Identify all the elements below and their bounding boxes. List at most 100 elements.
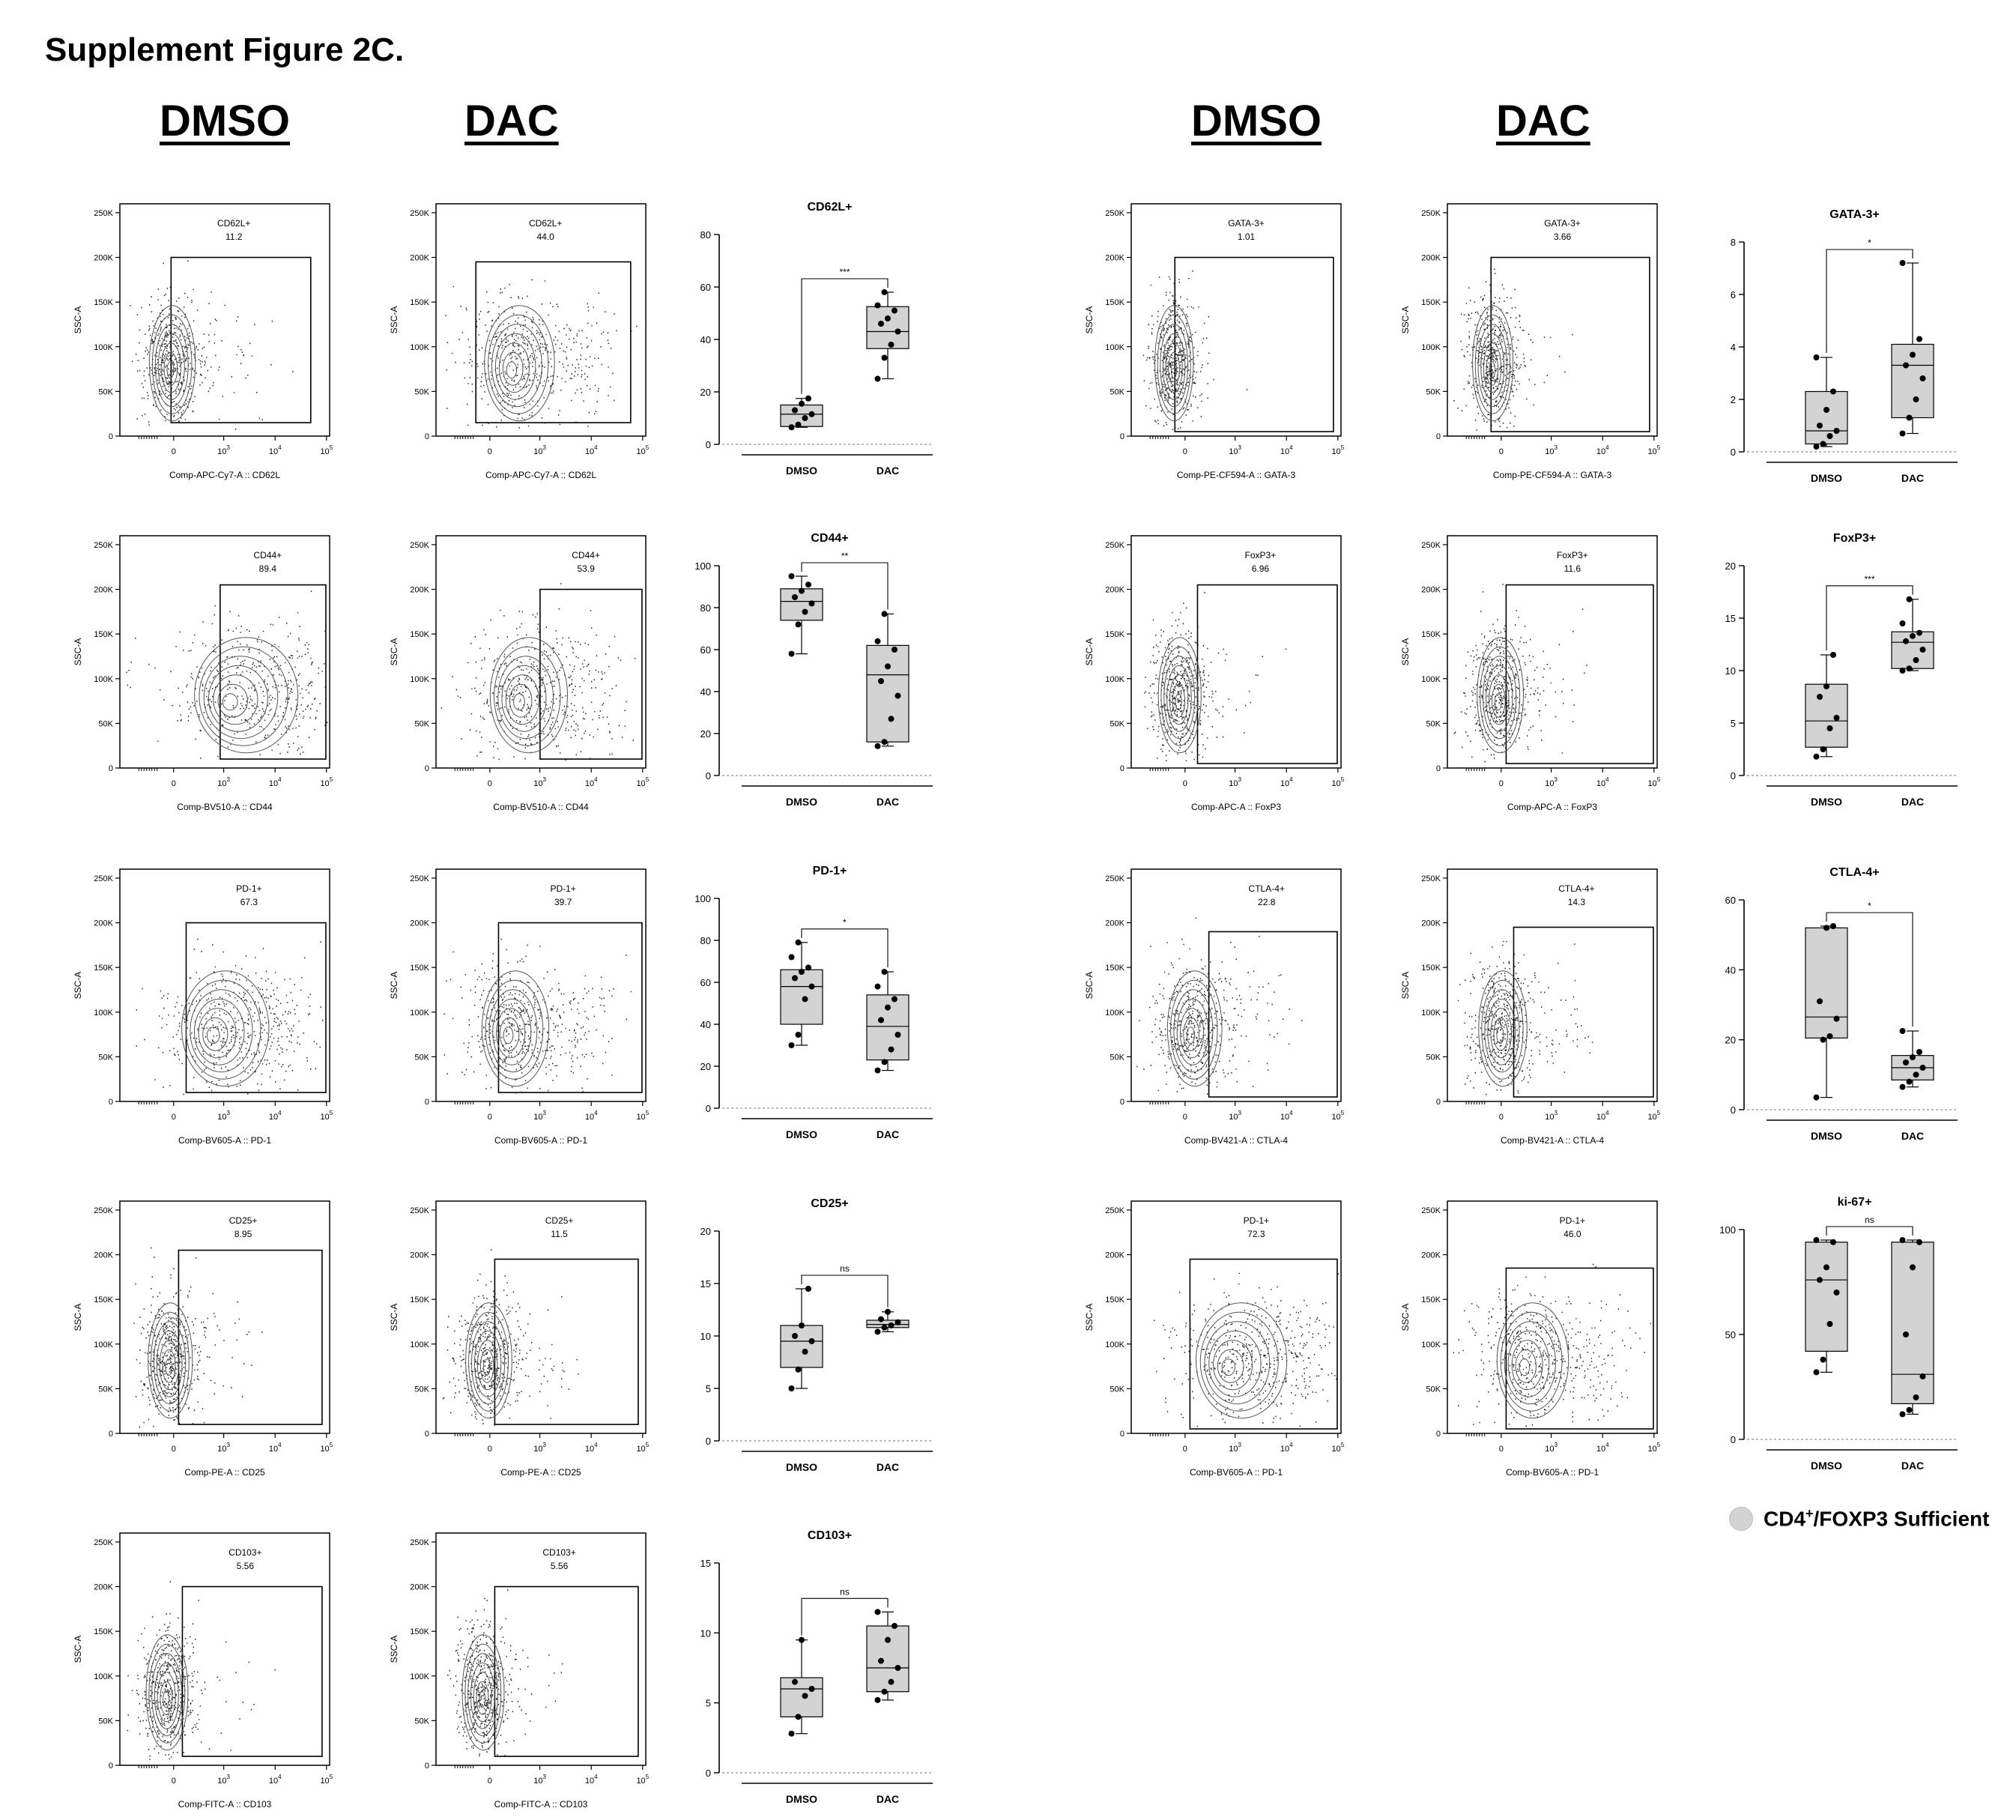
y-tick-label: 50K: [1110, 1385, 1124, 1394]
contour-line: [1176, 998, 1209, 1065]
contour-line: [489, 637, 569, 754]
legend-label-sup: +: [1805, 1506, 1814, 1521]
y-tick-label: 50K: [98, 1717, 113, 1726]
contour-line: [1487, 998, 1516, 1065]
contour-line: [503, 1027, 514, 1044]
y-tick-label: 60: [700, 977, 711, 988]
flow-plot-4: 0 50K 100K 150K 200K 250K SSC-A 0 103 104 105 Comp-…: [1400, 203, 1661, 480]
x-tick-label: 105: [320, 1774, 333, 1786]
x-tick-label: DMSO: [786, 1793, 817, 1805]
data-point: [1899, 430, 1906, 437]
contours: [1154, 305, 1194, 422]
contour-line: [157, 1672, 176, 1723]
x-tick-label: DAC: [877, 1793, 899, 1805]
boxplot-6: GATA-3+ 0 2 4 6 8 DMSO DAC *: [1731, 208, 1958, 484]
event-dots: [447, 1589, 563, 1757]
data-point: [1833, 1015, 1840, 1022]
y-tick-label: 50K: [414, 1053, 429, 1062]
data-point: [874, 375, 881, 382]
data-point: [802, 1693, 808, 1699]
series-dmso: [780, 395, 823, 431]
series-dac: [866, 1609, 909, 1703]
data-point: [1833, 428, 1840, 434]
data-point: [1903, 1059, 1909, 1065]
x-tick-label: 0: [1183, 779, 1187, 788]
y-tick-label: 150K: [1421, 298, 1441, 307]
data-point: [1903, 638, 1909, 644]
y-tick-label: 100K: [410, 343, 429, 352]
y-tick-label: 20: [700, 387, 711, 398]
data-point: [788, 954, 795, 961]
box-iqr: [866, 306, 909, 349]
contour-line: [1496, 1027, 1504, 1044]
contour-line: [1480, 646, 1521, 746]
gate-label: CD62L+: [217, 218, 250, 229]
event-scatter: [1136, 917, 1303, 1095]
y-tick-label: 0: [1731, 770, 1736, 781]
contour-line: [498, 342, 530, 393]
y-tick-label: 250K: [94, 874, 113, 883]
y-tick-label: 100K: [1421, 675, 1441, 684]
contours: [481, 970, 550, 1087]
event-dots: [1453, 268, 1573, 431]
x-tick-label: 105: [320, 1442, 333, 1454]
data-point: [1826, 725, 1833, 731]
contour-line: [496, 1008, 526, 1059]
event-scatter: [1453, 268, 1573, 431]
data-point: [1903, 1331, 1909, 1337]
data-point: [1820, 746, 1826, 752]
flow-plot-16: 0 50K 100K 150K 200K 250K SSC-A 0 103 104 105 Comp-…: [1400, 1200, 1661, 1478]
contour-line: [151, 1653, 183, 1737]
series-dmso: [780, 1286, 823, 1391]
significance-label: ***: [839, 267, 850, 277]
data-point: [1833, 715, 1840, 721]
event-scatter: [127, 1581, 276, 1760]
data-point: [788, 1385, 795, 1391]
gate-box: [181, 1585, 323, 1757]
data-point: [799, 587, 805, 594]
data-point: [1910, 632, 1916, 639]
flow-frame: [119, 1200, 330, 1434]
flow-frame: [435, 203, 647, 437]
data-point: [874, 638, 881, 644]
significance-label: *: [843, 917, 847, 928]
event-scatter: [447, 1589, 563, 1757]
y-tick-label: 200K: [1105, 919, 1124, 928]
gate-label: CTLA-4+: [1249, 883, 1285, 894]
flow-frame: [1447, 203, 1658, 437]
gate-value: 6.96: [1252, 563, 1270, 574]
data-point: [1916, 336, 1922, 342]
y-tick-label: 40: [700, 686, 711, 698]
series-dac: [1891, 596, 1934, 674]
boxplot-title: CTLA-4+: [1829, 866, 1879, 879]
significance-label: ***: [1864, 574, 1874, 584]
x-tick-label: DMSO: [786, 1128, 817, 1140]
event-scatter: [1144, 592, 1287, 762]
contour-line: [499, 1017, 520, 1051]
flow-ylabel: SSC-A: [389, 1304, 399, 1331]
gate-value: 5.56: [237, 1561, 255, 1571]
flow-ylabel: SSC-A: [389, 306, 399, 334]
gate-label: PD-1+: [550, 883, 575, 894]
flow-plot-1: 0 50K 100K 150K 200K 250K SSC-A 0 103 104 105 Comp-…: [73, 203, 333, 480]
significance-label: ns: [1865, 1215, 1874, 1225]
contour-line: [1472, 305, 1514, 422]
series-dmso: [780, 573, 823, 657]
gate-box: [1505, 584, 1654, 764]
data-point: [1820, 1036, 1826, 1043]
event-scatter: [133, 1247, 263, 1428]
series-dac: [1891, 1237, 1934, 1418]
x-tick-label: 0: [1183, 1113, 1187, 1122]
contour-line: [1160, 646, 1199, 746]
y-tick-label: 50K: [98, 387, 113, 396]
x-tick-label: DAC: [1901, 1460, 1924, 1472]
boxplot-title: CD25+: [811, 1197, 848, 1210]
gate-label: CD103+: [542, 1547, 575, 1558]
data-point: [885, 315, 891, 321]
y-tick-label: 200K: [94, 254, 113, 263]
contour-line: [1493, 1017, 1508, 1051]
contours: [148, 1302, 193, 1419]
contour-line: [1489, 361, 1496, 379]
contour-line: [1478, 970, 1528, 1087]
legend-label-pre: CD4: [1764, 1507, 1806, 1531]
